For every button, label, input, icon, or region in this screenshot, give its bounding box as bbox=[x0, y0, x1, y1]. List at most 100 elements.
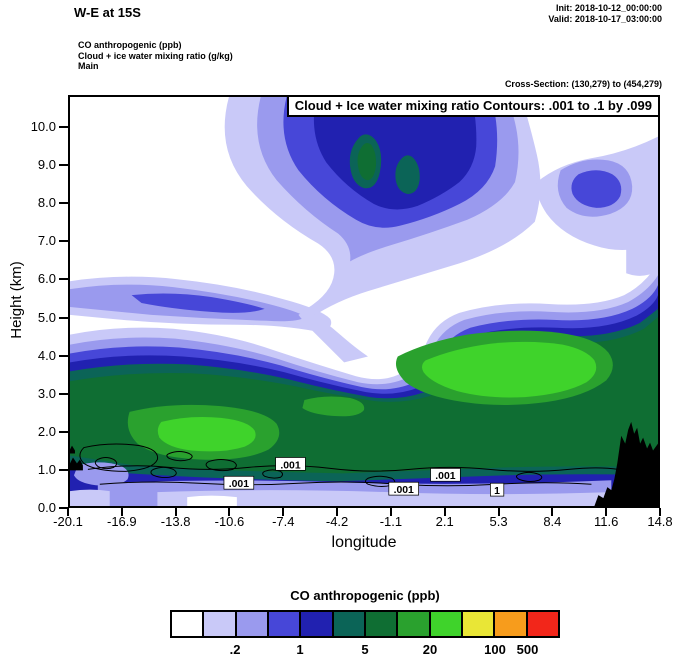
y-tick-mark bbox=[59, 430, 68, 433]
colorbar-cell-5 bbox=[299, 612, 332, 636]
y-tick-label: 7.0 bbox=[37, 233, 56, 249]
x-tick-mark bbox=[659, 508, 661, 516]
contour-label-text: .001 bbox=[435, 471, 455, 482]
co-fill-region-level-2 bbox=[626, 223, 658, 276]
colorbar-cell-4 bbox=[266, 612, 300, 636]
x-tick-mark bbox=[336, 508, 339, 516]
x-tick-mark bbox=[497, 508, 500, 516]
co-fill-region-level-9 bbox=[157, 416, 256, 452]
y-tick-label: 3.0 bbox=[37, 385, 56, 401]
x-tick-label: 5.3 bbox=[489, 514, 508, 529]
colorbar-cell-8 bbox=[396, 612, 429, 636]
co-fill-region-level-6 bbox=[395, 155, 420, 195]
x-tick-mark bbox=[228, 508, 231, 516]
colorbar-cell-1 bbox=[172, 612, 203, 636]
co-fill-region-level-4 bbox=[131, 293, 265, 313]
y-tick-label: 6.0 bbox=[37, 271, 56, 287]
colorbar-label: .2 bbox=[229, 642, 241, 657]
y-tick-label: 9.0 bbox=[37, 157, 56, 173]
colorbar-cell-9 bbox=[428, 612, 461, 636]
x-tick-mark bbox=[551, 508, 554, 516]
y-tick-mark bbox=[59, 507, 68, 509]
colorbar-cell-3 bbox=[234, 612, 267, 636]
colorbar-cell-7 bbox=[363, 612, 397, 636]
y-tick-mark bbox=[59, 392, 68, 395]
init-time: Init: 2018-10-12_00:00:00 bbox=[555, 3, 662, 13]
x-tick-label: -20.1 bbox=[53, 514, 83, 529]
contour-plot-canvas: .001 .001 .001 .001 1 bbox=[70, 97, 658, 506]
cloud-ice-contour-line bbox=[79, 443, 159, 472]
co-fill-region-level-3 bbox=[73, 462, 129, 486]
colorbar-cell-11 bbox=[493, 612, 526, 636]
y-tick-mark bbox=[59, 126, 68, 128]
init-valid-block: Init: 2018-10-12_00:00:00 Valid: 2018-10… bbox=[548, 3, 662, 25]
colorbar-label: 5 bbox=[361, 642, 369, 657]
x-tick-mark bbox=[120, 508, 123, 516]
colorbar-cell-6 bbox=[331, 612, 364, 636]
contour-label-box bbox=[388, 481, 420, 496]
y-tick-label: 10.0 bbox=[30, 119, 56, 134]
field-domain: Main bbox=[78, 61, 99, 71]
contour-label-text: 1 bbox=[494, 486, 500, 497]
contour-label-box bbox=[430, 467, 461, 482]
plot-area: .001 .001 .001 .001 1 Cloud + Ice water mixi… bbox=[68, 95, 660, 508]
contour-label-box bbox=[490, 482, 505, 497]
x-tick-label: 8.4 bbox=[543, 514, 562, 529]
x-tick-label: -1.1 bbox=[379, 514, 403, 529]
x-tick-mark bbox=[389, 508, 392, 516]
co-fill-region-level-5 bbox=[313, 97, 477, 210]
y-tick-label: 4.0 bbox=[37, 347, 56, 363]
cross-section-coords: Cross-Section: (130,279) to (454,279) bbox=[504, 79, 662, 89]
cloud-ice-contour-line bbox=[150, 466, 177, 479]
y-tick-mark bbox=[59, 316, 68, 319]
colorbar-cell-2 bbox=[202, 612, 235, 636]
x-tick-mark bbox=[282, 508, 285, 516]
contour-label-text: .001 bbox=[280, 460, 300, 471]
colorbar-title: CO anthropogenic (ppb) bbox=[290, 588, 440, 603]
cloud-ice-contour-line bbox=[94, 456, 118, 470]
contour-label-text: .001 bbox=[229, 479, 249, 490]
contour-label-box bbox=[223, 475, 255, 490]
cloud-ice-contour-line bbox=[515, 471, 543, 483]
colorbar-cell-10 bbox=[460, 612, 494, 636]
co-fill-region-level-4 bbox=[571, 170, 622, 208]
y-tick-mark bbox=[59, 202, 68, 205]
y-tick-label: 1.0 bbox=[37, 461, 56, 477]
x-tick-label: -10.6 bbox=[214, 514, 245, 529]
field-contour: Cloud + ice water mixing ratio (g/kg) bbox=[78, 50, 233, 61]
colorbar-cell-12 bbox=[525, 612, 558, 636]
co-fill-region-level-9 bbox=[422, 341, 597, 398]
figure-title: W-E at 15S bbox=[74, 5, 141, 20]
cloud-ice-contour-line bbox=[166, 451, 193, 462]
x-tick-label: 2.1 bbox=[435, 514, 454, 529]
x-tick-label: 11.6 bbox=[594, 514, 619, 529]
x-tick-mark bbox=[443, 508, 446, 516]
colorbar-label: 100 bbox=[484, 642, 506, 657]
terrain-silhouette bbox=[70, 445, 75, 454]
valid-time: Valid: 2018-10-17_03:00:00 bbox=[548, 14, 662, 24]
x-tick-label: -7.4 bbox=[272, 514, 295, 529]
y-tick-label: 8.0 bbox=[37, 195, 56, 211]
cloud-ice-contour-line bbox=[87, 465, 619, 472]
x-tick-mark bbox=[605, 508, 608, 516]
x-tick-mark bbox=[174, 508, 177, 516]
x-tick-label: -16.9 bbox=[106, 514, 137, 529]
y-tick-label: 5.0 bbox=[37, 309, 56, 325]
co-fill-region-level-1 bbox=[187, 495, 237, 506]
colorbar-label: 500 bbox=[516, 642, 539, 657]
co-fill-region-level-2 bbox=[298, 308, 368, 363]
y-tick-mark bbox=[59, 164, 68, 167]
contour-label-text: .001 bbox=[394, 485, 414, 496]
x-tick-label: -13.8 bbox=[160, 514, 191, 529]
colorbar bbox=[170, 610, 560, 638]
colorbar-label: 20 bbox=[422, 642, 438, 657]
cloud-ice-contour-line bbox=[99, 481, 592, 487]
colorbar-label: 1 bbox=[296, 642, 304, 657]
x-tick-label: 14.8 bbox=[647, 514, 673, 529]
terrain-silhouette bbox=[70, 457, 83, 471]
field-list: CO anthropogenic (ppb) Cloud + ice water… bbox=[78, 40, 233, 72]
co-fill-region-level-2 bbox=[70, 489, 110, 506]
y-tick-label: 0.0 bbox=[37, 500, 56, 515]
y-tick-mark bbox=[59, 278, 68, 281]
